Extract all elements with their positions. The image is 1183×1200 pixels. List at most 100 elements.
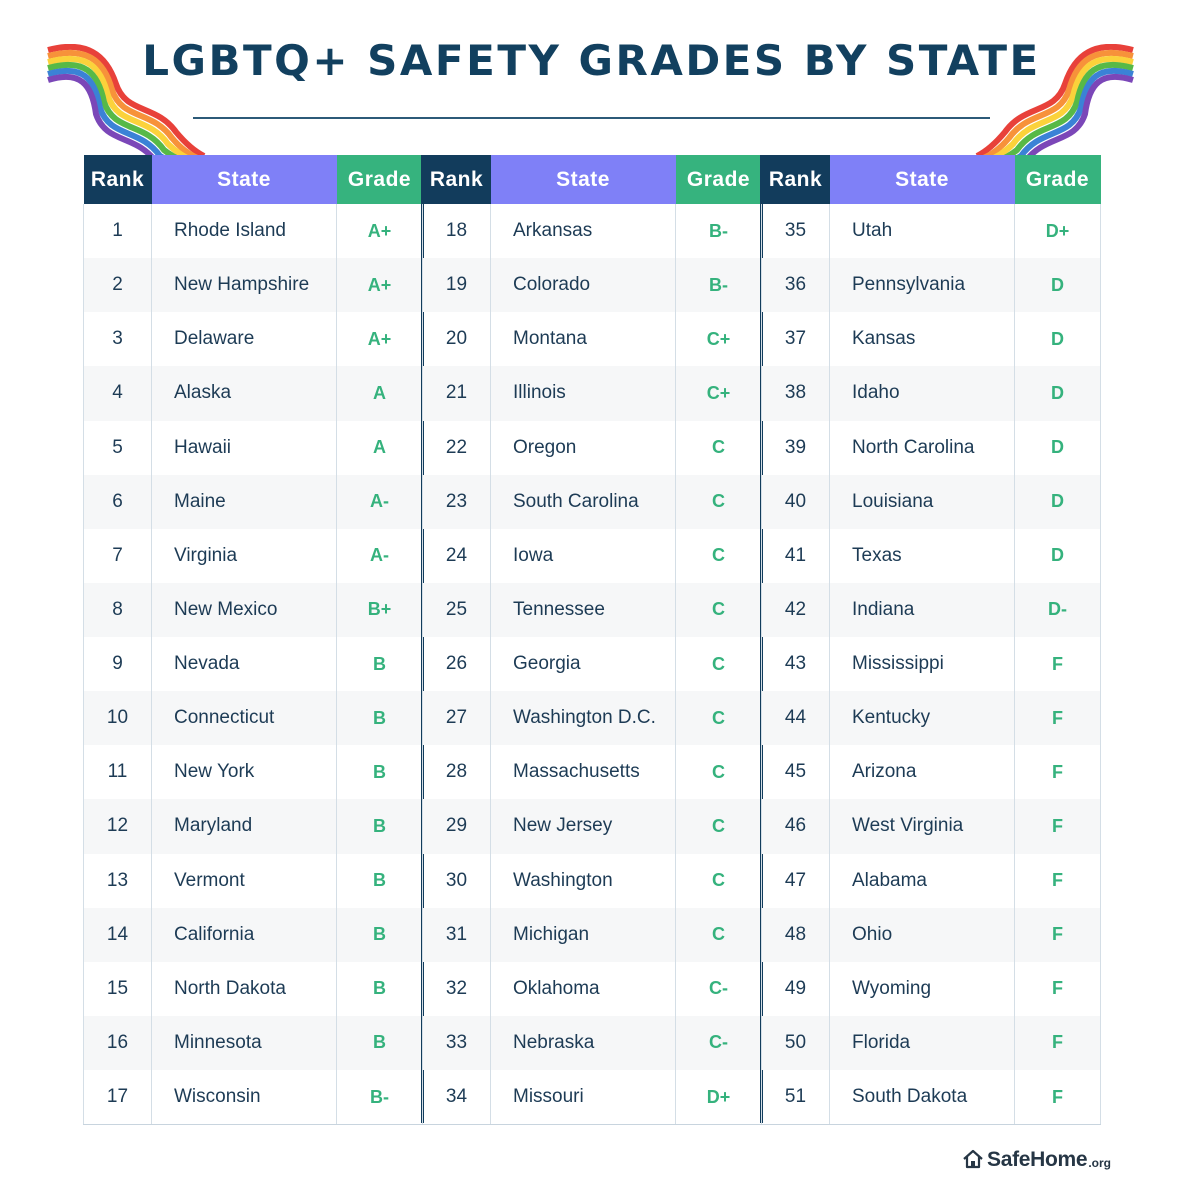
grade-cell: A-: [336, 474, 423, 529]
table-row: 19 Colorado B-: [422, 258, 762, 313]
state-cell: Kansas: [829, 312, 1015, 367]
grade-cell: F: [1014, 907, 1101, 962]
logo-text: SafeHome: [987, 1148, 1088, 1171]
grade-cell: C: [675, 853, 762, 908]
state-cell: Nebraska: [490, 1015, 676, 1070]
table-row: 22 Oregon C: [422, 420, 762, 475]
table-row: 24 Iowa C: [422, 528, 762, 583]
grade-header: Grade: [1014, 155, 1101, 204]
grade-cell: C-: [675, 961, 762, 1016]
rank-cell: 37: [761, 312, 830, 367]
rank-cell: 6: [83, 474, 152, 529]
grade-header: Grade: [675, 155, 762, 204]
state-cell: Kentucky: [829, 691, 1015, 746]
grade-cell: A+: [336, 312, 423, 367]
grade-cell: A+: [336, 258, 423, 313]
rank-cell: 51: [761, 1070, 830, 1126]
grade-cell: F: [1014, 799, 1101, 854]
state-cell: Vermont: [151, 853, 337, 908]
table-row: 18 Arkansas B-: [422, 204, 762, 259]
state-cell: North Carolina: [829, 420, 1015, 475]
table-row: 35 Utah D+: [761, 204, 1101, 259]
state-cell: Georgia: [490, 637, 676, 692]
grade-cell: B: [336, 853, 423, 908]
rank-cell: 24: [422, 528, 491, 583]
table-row: 23 South Carolina C: [422, 474, 762, 529]
table-row: 36 Pennsylvania D: [761, 258, 1101, 313]
table-row: 21 Illinois C+: [422, 366, 762, 421]
state-cell: Tennessee: [490, 582, 676, 637]
state-cell: Oregon: [490, 420, 676, 475]
grade-cell: C+: [675, 312, 762, 367]
grade-cell: B-: [675, 204, 762, 259]
rank-cell: 25: [422, 582, 491, 637]
table-row: 11 New York B: [83, 745, 423, 800]
grade-cell: B: [336, 961, 423, 1016]
house-icon: [963, 1149, 983, 1169]
rank-cell: 38: [761, 366, 830, 421]
state-cell: Massachusetts: [490, 745, 676, 800]
rank-cell: 3: [83, 312, 152, 367]
table-row: 47 Alabama F: [761, 853, 1101, 908]
rank-cell: 46: [761, 799, 830, 854]
grade-cell: B: [336, 907, 423, 962]
rank-cell: 22: [422, 420, 491, 475]
grade-cell: B+: [336, 582, 423, 637]
rank-cell: 36: [761, 258, 830, 313]
table-row: 20 Montana C+: [422, 312, 762, 367]
grade-cell: D: [1014, 258, 1101, 313]
table-row: 16 Minnesota B: [83, 1015, 423, 1070]
rank-cell: 18: [422, 204, 491, 259]
table-row: 42 Indiana D-: [761, 582, 1101, 637]
table-row: 9 Nevada B: [83, 637, 423, 692]
rank-header: Rank: [422, 155, 491, 204]
state-header: State: [490, 155, 676, 204]
header-row: Rank State Grade: [83, 155, 423, 204]
table-row: 29 New Jersey C: [422, 799, 762, 854]
table-row: 28 Massachusetts C: [422, 745, 762, 800]
table-row: 13 Vermont B: [83, 853, 423, 908]
rank-cell: 30: [422, 853, 491, 908]
grade-cell: C: [675, 528, 762, 583]
table-row: 37 Kansas D: [761, 312, 1101, 367]
table-row: 33 Nebraska C-: [422, 1015, 762, 1070]
state-cell: Utah: [829, 204, 1015, 259]
rank-cell: 20: [422, 312, 491, 367]
grade-cell: A-: [336, 528, 423, 583]
state-cell: Oklahoma: [490, 961, 676, 1016]
table-row: 49 Wyoming F: [761, 961, 1101, 1016]
table-row: 51 South Dakota F: [761, 1070, 1101, 1126]
grade-cell: C: [675, 474, 762, 529]
table-row: 41 Texas D: [761, 528, 1101, 583]
state-cell: Washington D.C.: [490, 691, 676, 746]
rank-cell: 23: [422, 474, 491, 529]
rank-cell: 29: [422, 799, 491, 854]
state-header: State: [151, 155, 337, 204]
header-row: Rank State Grade: [422, 155, 762, 204]
grade-cell: B-: [336, 1070, 423, 1126]
grade-cell: B: [336, 1015, 423, 1070]
grade-cell: F: [1014, 1070, 1101, 1126]
table-row: 2 New Hampshire A+: [83, 258, 423, 313]
state-cell: Maryland: [151, 799, 337, 854]
grade-cell: D: [1014, 528, 1101, 583]
rank-header: Rank: [761, 155, 830, 204]
state-cell: Delaware: [151, 312, 337, 367]
table-row: 8 New Mexico B+: [83, 582, 423, 637]
rainbow-flag-right-icon: [975, 44, 1134, 159]
rank-cell: 17: [83, 1070, 152, 1126]
grade-cell: B: [336, 799, 423, 854]
rank-cell: 14: [83, 907, 152, 962]
grade-cell: F: [1014, 961, 1101, 1016]
rank-cell: 15: [83, 961, 152, 1016]
rank-cell: 5: [83, 420, 152, 475]
state-cell: Pennsylvania: [829, 258, 1015, 313]
rank-cell: 34: [422, 1070, 491, 1126]
state-cell: Arizona: [829, 745, 1015, 800]
rank-cell: 16: [83, 1015, 152, 1070]
grade-cell: A+: [336, 204, 423, 259]
state-cell: Missouri: [490, 1070, 676, 1126]
rank-cell: 21: [422, 366, 491, 421]
grade-cell: A: [336, 420, 423, 475]
table-row: 38 Idaho D: [761, 366, 1101, 421]
